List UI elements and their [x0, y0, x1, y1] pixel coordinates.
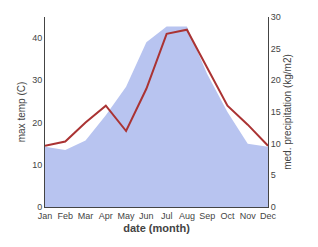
svg-text:Sep: Sep	[199, 211, 215, 221]
svg-text:Jan: Jan	[38, 211, 53, 221]
svg-text:May: May	[118, 211, 136, 221]
svg-text:Feb: Feb	[58, 211, 74, 221]
svg-text:5: 5	[271, 170, 276, 180]
svg-text:Nov: Nov	[240, 211, 257, 221]
svg-text:10: 10	[32, 160, 42, 170]
svg-text:20: 20	[271, 75, 281, 85]
svg-text:20: 20	[32, 118, 42, 128]
svg-text:Jul: Jul	[161, 211, 173, 221]
svg-text:max temp (C): max temp (C)	[16, 82, 27, 143]
svg-text:Apr: Apr	[99, 211, 113, 221]
svg-text:25: 25	[271, 44, 281, 54]
svg-text:med. precipitation (kg/m2): med. precipitation (kg/m2)	[282, 54, 293, 170]
svg-text:Jun: Jun	[139, 211, 154, 221]
svg-text:0: 0	[271, 202, 276, 212]
svg-text:Oct: Oct	[220, 211, 235, 221]
svg-text:0: 0	[37, 202, 42, 212]
svg-text:30: 30	[271, 12, 281, 22]
svg-text:Mar: Mar	[78, 211, 94, 221]
svg-text:Aug: Aug	[179, 211, 195, 221]
svg-text:40: 40	[32, 33, 42, 43]
svg-text:30: 30	[32, 75, 42, 85]
svg-text:date (month): date (month)	[123, 222, 190, 234]
svg-text:10: 10	[271, 139, 281, 149]
svg-text:15: 15	[271, 107, 281, 117]
svg-text:Dec: Dec	[260, 211, 277, 221]
